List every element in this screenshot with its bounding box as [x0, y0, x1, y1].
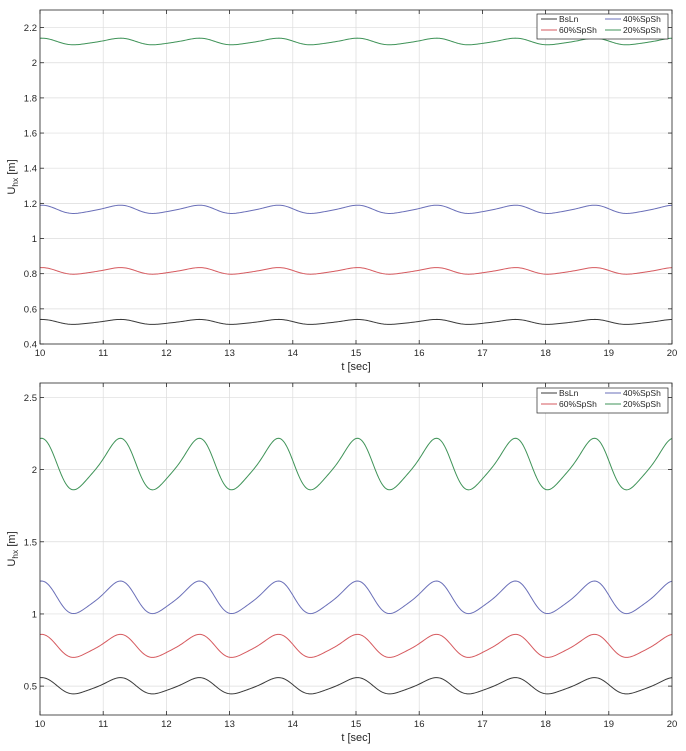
- x-tick-label: 19: [604, 719, 615, 730]
- x-tick-label: 20: [667, 348, 678, 359]
- x-tick-label: 10: [35, 348, 46, 359]
- y-tick-label: 2.5: [24, 393, 37, 404]
- series-line-60%SpSh: [39, 633, 673, 658]
- y-axis-label: Uhx [m]: [6, 159, 20, 194]
- series-group: [39, 437, 673, 695]
- x-tick-label: 15: [351, 719, 362, 730]
- y-tick-label: 0.5: [24, 682, 37, 693]
- y-label-sub: hx: [10, 177, 20, 187]
- x-tick-label: 13: [224, 348, 235, 359]
- series-line-40%SpSh: [39, 204, 673, 214]
- x-tick-label: 15: [351, 348, 362, 359]
- x-axis-label: t [sec]: [341, 361, 370, 373]
- x-tick-label: 14: [288, 719, 299, 730]
- y-tick-label: 2: [32, 465, 37, 476]
- y-label-sub: hx: [10, 549, 20, 559]
- y-tick-label: 2: [32, 58, 37, 69]
- y-tick-label: 0.8: [24, 269, 37, 280]
- axis-ticks: 10 11 12 13 14 15 16 17 18 19 20 0.4 0.6 0.8 1 1.2 1.4 1.…: [24, 10, 678, 359]
- legend-label: BsLn: [559, 14, 579, 24]
- x-tick-label: 11: [98, 719, 108, 730]
- legend-label: 40%SpSh: [623, 388, 661, 398]
- x-tick-label: 16: [414, 348, 425, 359]
- y-label-main: U: [6, 187, 18, 195]
- bottom-chart: 10 11 12 13 14 15 16 17 18 19 20 0.5 1 1.5 2 2.5 t [sec]…: [6, 382, 678, 744]
- grid-lines: [39, 10, 673, 345]
- y-tick-label: 1.2: [24, 199, 37, 210]
- legend-label: 20%SpSh: [623, 399, 661, 409]
- series-line-20%SpSh: [39, 37, 673, 46]
- x-tick-label: 10: [35, 719, 46, 730]
- y-tick-label: 1.4: [24, 164, 37, 175]
- legend-label: 40%SpSh: [623, 14, 661, 24]
- x-tick-label: 12: [161, 348, 172, 359]
- legend-box: [536, 13, 669, 40]
- y-label-unit: [m]: [6, 531, 18, 549]
- series-line-BsLn: [39, 677, 673, 695]
- series-line-40%SpSh: [39, 580, 673, 615]
- y-tick-label: 2.2: [24, 23, 37, 34]
- series-line-20%SpSh: [39, 437, 673, 491]
- y-tick-label: 0.6: [24, 304, 37, 315]
- legend-box: [536, 387, 669, 414]
- legend: BsLn 40%SpSh 60%SpSh 20%SpSh: [536, 387, 669, 414]
- y-tick-label: 1.6: [24, 129, 37, 140]
- y-tick-label: 1.5: [24, 537, 37, 548]
- y-axis-label: Uhx [m]: [6, 531, 20, 566]
- x-tick-label: 18: [540, 719, 551, 730]
- y-label-unit: [m]: [6, 159, 18, 177]
- y-tick-label: 1: [32, 234, 37, 245]
- x-tick-label: 14: [288, 348, 299, 359]
- x-tick-label: 20: [667, 719, 678, 730]
- x-tick-label: 17: [477, 348, 488, 359]
- x-tick-label: 16: [414, 719, 425, 730]
- legend-label: BsLn: [559, 388, 579, 398]
- axis-ticks: 10 11 12 13 14 15 16 17 18 19 20 0.5 1 1.5 2 2.5: [24, 383, 678, 730]
- legend: BsLn 40%SpSh 60%SpSh 20%SpSh: [536, 13, 669, 40]
- x-tick-label: 18: [540, 348, 551, 359]
- y-tick-label: 0.4: [24, 340, 37, 351]
- legend-label: 60%SpSh: [559, 25, 597, 35]
- x-tick-label: 12: [161, 719, 172, 730]
- grid-lines: [39, 383, 673, 715]
- series-line-60%SpSh: [39, 267, 673, 275]
- x-tick-label: 19: [604, 348, 615, 359]
- series-line-BsLn: [39, 318, 673, 325]
- y-tick-label: 1.8: [24, 93, 37, 104]
- legend-label: 60%SpSh: [559, 399, 597, 409]
- y-label-main: U: [6, 559, 18, 567]
- top-chart: 10 11 12 13 14 15 16 17 18 19 20 0.4 0.6 0.8 1 1.2 1.4 1.…: [6, 9, 678, 373]
- x-axis-label: t [sec]: [341, 732, 370, 744]
- legend-label: 20%SpSh: [623, 25, 661, 35]
- x-tick-label: 11: [98, 348, 108, 359]
- x-tick-label: 13: [224, 719, 235, 730]
- y-tick-label: 1: [32, 609, 37, 620]
- series-group: [39, 37, 673, 325]
- x-tick-label: 17: [477, 719, 488, 730]
